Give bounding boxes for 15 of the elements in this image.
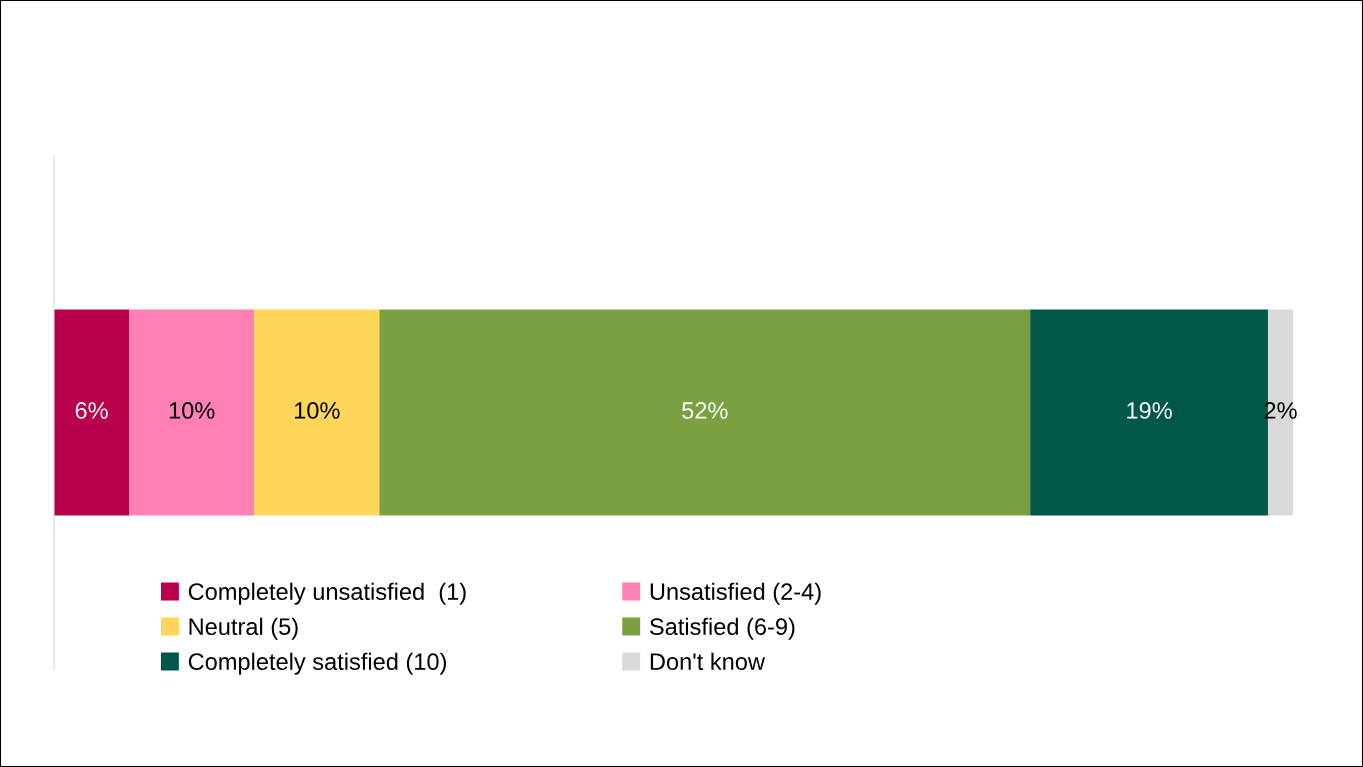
- data-label: 6%: [75, 402, 108, 419]
- data-label: 52%: [682, 402, 728, 419]
- legend-label: Neutral (5): [189, 617, 298, 640]
- data-label: 10%: [294, 402, 340, 419]
- data-label: 10%: [169, 402, 215, 419]
- bar: [379, 309, 1031, 516]
- bar: [54, 309, 130, 516]
- bar: [254, 309, 380, 516]
- legend-label: Satisfied (6-9): [649, 617, 795, 640]
- legend-label: Completely satisfied (10): [188, 652, 446, 675]
- bar: [129, 309, 255, 516]
- legend-label: Unsatisfied (2-4): [650, 582, 821, 605]
- data-label: 19%: [1127, 402, 1172, 419]
- legend-label: Don't know: [650, 652, 766, 671]
- legend-label: Completely unsatisfied (1): [188, 582, 466, 605]
